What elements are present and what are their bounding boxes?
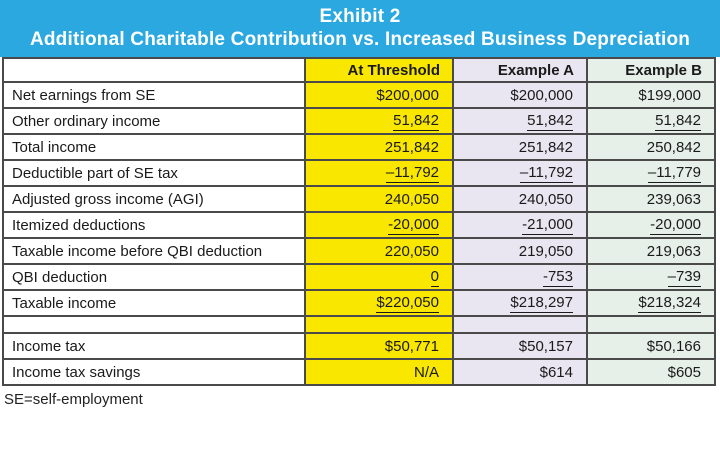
- row-label: Taxable income: [2, 289, 306, 317]
- table-row: Total income 251,842 251,842 250,842: [2, 133, 716, 161]
- cell-at-threshold: $50,771: [304, 332, 454, 360]
- cell-example-a: -21,000: [452, 211, 588, 239]
- cell-example-a: 51,842: [452, 107, 588, 135]
- cell-example-b: 239,063: [586, 185, 716, 213]
- table-row: Other ordinary income 51,842 51,842 51,842: [2, 107, 716, 135]
- exhibit-table: At Threshold Example A Example B Net ear…: [2, 57, 716, 386]
- column-header-at-threshold: At Threshold: [304, 57, 454, 83]
- cell-at-threshold: 251,842: [304, 133, 454, 161]
- cell-at-threshold: –11,792: [304, 159, 454, 187]
- cell-example-a: $614: [452, 358, 588, 386]
- table-row: Itemized deductions -20,000 -21,000 -20,000: [2, 211, 716, 239]
- cell-at-threshold: $200,000: [304, 81, 454, 109]
- cell-example-b: 219,063: [586, 237, 716, 265]
- row-label: Adjusted gross income (AGI): [2, 185, 306, 213]
- cell-example-b: $199,000: [586, 81, 716, 109]
- cell-example-a: $218,297: [452, 289, 588, 317]
- cell-at-threshold: 0: [304, 263, 454, 291]
- cell-example-a: $200,000: [452, 81, 588, 109]
- cell-example-a: 219,050: [452, 237, 588, 265]
- cell-at-threshold: 51,842: [304, 107, 454, 135]
- exhibit-subtitle: Additional Charitable Contribution vs. I…: [29, 29, 691, 50]
- column-header-example-a: Example A: [452, 57, 588, 83]
- cell-at-threshold: -20,000: [304, 211, 454, 239]
- cell-at-threshold: 220,050: [304, 237, 454, 265]
- cell-at-threshold: N/A: [304, 358, 454, 386]
- row-label: Itemized deductions: [2, 211, 306, 239]
- table-row: Adjusted gross income (AGI) 240,050 240,05…: [2, 185, 716, 213]
- cell-example-b: $605: [586, 358, 716, 386]
- column-header-row: At Threshold Example A Example B: [2, 57, 716, 83]
- column-header-blank: [2, 57, 306, 83]
- footnote: SE=self-employment: [4, 391, 143, 408]
- row-label: Taxable income before QBI deduction: [2, 237, 306, 265]
- table-row: Taxable income $220,050 $218,297 $218,324: [2, 289, 716, 317]
- table-row: Income tax $50,771 $50,157 $50,166: [2, 332, 716, 360]
- row-label: [2, 315, 306, 334]
- cell-at-threshold: $220,050: [304, 289, 454, 317]
- cell-example-b: 51,842: [586, 107, 716, 135]
- row-label: Other ordinary income: [2, 107, 306, 135]
- cell-example-b: [586, 315, 716, 334]
- cell-example-b: -20,000: [586, 211, 716, 239]
- cell-example-b: $50,166: [586, 332, 716, 360]
- table-row: Income tax savings N/A $614 $605: [2, 358, 716, 386]
- table-row: Taxable income before QBI deduction 220,0…: [2, 237, 716, 265]
- table-row: Deductible part of SE tax –11,792 –11,792–…: [2, 159, 716, 187]
- table-row: Net earnings from SE $200,000 $200,000 $199…: [2, 81, 716, 109]
- cell-example-a: [452, 315, 588, 334]
- row-label: Net earnings from SE: [2, 81, 306, 109]
- row-label: Income tax savings: [2, 358, 306, 386]
- cell-at-threshold: 240,050: [304, 185, 454, 213]
- exhibit-header: Exhibit 2 Additional Charitable Contribu…: [0, 0, 720, 57]
- exhibit-title: Exhibit 2: [319, 6, 401, 27]
- cell-example-b: $218,324: [586, 289, 716, 317]
- column-header-example-b: Example B: [586, 57, 716, 83]
- cell-example-a: –11,792: [452, 159, 588, 187]
- cell-example-b: 250,842: [586, 133, 716, 161]
- cell-example-a: $50,157: [452, 332, 588, 360]
- row-label: Total income: [2, 133, 306, 161]
- cell-example-b: –739: [586, 263, 716, 291]
- cell-example-a: 251,842: [452, 133, 588, 161]
- row-label: Income tax: [2, 332, 306, 360]
- cell-example-b: –11,779: [586, 159, 716, 187]
- row-label: QBI deduction: [2, 263, 306, 291]
- table-row: QBI deduction 0 -753 –739: [2, 263, 716, 291]
- spacer-row: [2, 315, 716, 334]
- cell-at-threshold: [304, 315, 454, 334]
- cell-example-a: 240,050: [452, 185, 588, 213]
- cell-example-a: -753: [452, 263, 588, 291]
- row-label: Deductible part of SE tax: [2, 159, 306, 187]
